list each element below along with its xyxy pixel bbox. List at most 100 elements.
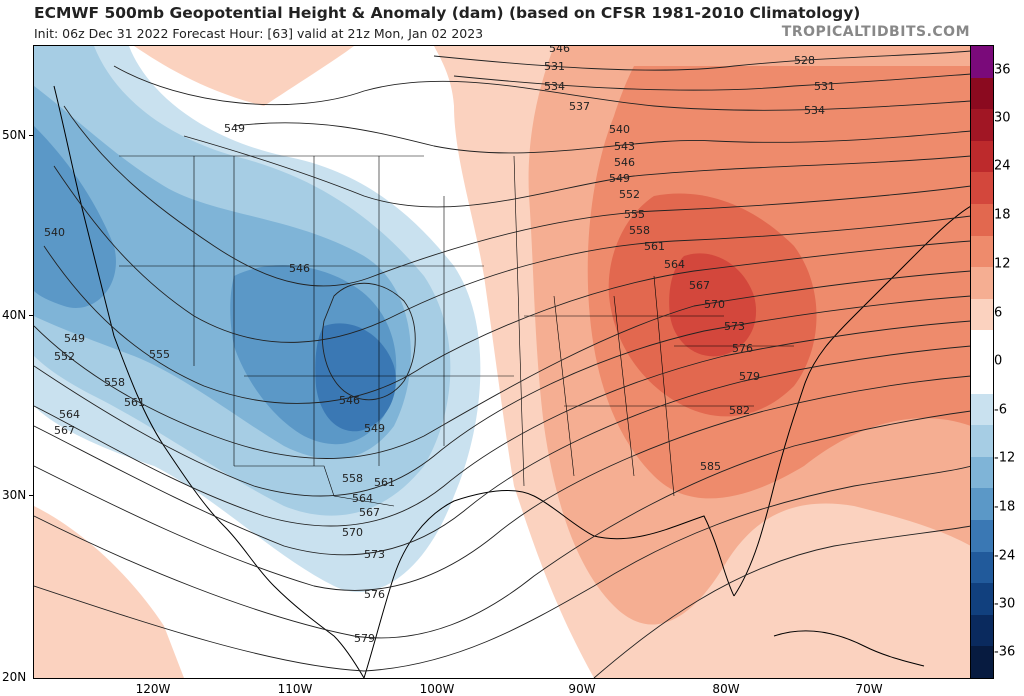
- contour-label: 534: [804, 104, 825, 117]
- lon-label-80w: 80W: [712, 682, 740, 696]
- colorbar-segment: [971, 77, 993, 110]
- contour-label: 546: [289, 262, 310, 275]
- colorbar-segment: [971, 109, 993, 141]
- colorbar-segment: [971, 456, 993, 489]
- contour-label: 546: [614, 156, 635, 169]
- contour-labels: 528 531 531 534 534 537 540 540 543 546 …: [44, 46, 835, 645]
- contour-label: 567: [689, 279, 710, 292]
- contour-label: 555: [624, 208, 645, 221]
- contour-label: 549: [64, 332, 85, 345]
- lat-tick: [29, 135, 33, 136]
- contour-label: 561: [644, 240, 665, 253]
- lon-label-70w: 70W: [855, 682, 883, 696]
- contour-label: 555: [149, 348, 170, 361]
- colorbar-segment: [971, 46, 993, 78]
- contour-label: 534: [544, 80, 565, 93]
- colorbar-segment: [971, 393, 993, 426]
- contour-label: 570: [342, 526, 363, 539]
- lat-label-20n: 20N: [2, 670, 27, 684]
- colorbar-segment: [971, 646, 993, 678]
- contour-label: 552: [619, 188, 640, 201]
- weather-map: 528 531 531 534 534 537 540 540 543 546 …: [33, 45, 972, 679]
- lat-tick: [29, 495, 33, 496]
- colorbar-tick: 6: [994, 305, 1003, 321]
- lat-label-50n: 50N: [2, 128, 27, 142]
- colorbar-tick: 36: [994, 62, 1011, 78]
- colorbar-segment: [971, 172, 993, 204]
- contour-label: 549: [224, 122, 245, 135]
- colorbar-segment: [971, 267, 993, 299]
- contour-label: 546: [339, 394, 360, 407]
- colorbar-segment: [971, 614, 993, 647]
- colorbar-segment: [971, 519, 993, 552]
- colorbar-tick: -36: [994, 644, 1016, 660]
- contour-label: 549: [609, 172, 630, 185]
- map-canvas: 528 531 531 534 534 537 540 540 543 546 …: [34, 46, 971, 678]
- contour-label: 558: [104, 376, 125, 389]
- colorbar-tick: -18: [994, 499, 1016, 515]
- lon-label-120w: 120W: [135, 682, 171, 696]
- colorbar-tick: 24: [994, 158, 1011, 174]
- brand-watermark: TROPICALTIDBITS.COM: [781, 24, 970, 40]
- contour-label: 564: [352, 492, 373, 505]
- colorbar-segment: [971, 235, 993, 268]
- colorbar-segment: [971, 551, 993, 584]
- contour-label: 543: [614, 140, 635, 153]
- contour-label: 576: [364, 588, 385, 601]
- contour-label: 570: [704, 298, 725, 311]
- colorbar-tick: -6: [994, 402, 1007, 418]
- colorbar-tick: 30: [994, 110, 1011, 126]
- contour-label: 585: [700, 460, 721, 473]
- contour-label: 564: [59, 408, 80, 421]
- contour-label: 558: [342, 472, 363, 485]
- contour-label: 537: [569, 100, 590, 113]
- contour-label: 573: [364, 548, 385, 561]
- colorbar-tick: 12: [994, 256, 1011, 272]
- lon-label-100w: 100W: [419, 682, 455, 696]
- lat-label-40n: 40N: [2, 308, 27, 322]
- coastlines: [53, 85, 971, 678]
- colorbar-segment: [971, 488, 993, 520]
- colorbar-tick: -12: [994, 450, 1016, 466]
- lon-label-110w: 110W: [277, 682, 313, 696]
- contour-label: 549: [364, 422, 385, 435]
- contour-label: 579: [739, 370, 760, 383]
- contour-label: 576: [732, 342, 753, 355]
- contour-label: 582: [729, 404, 750, 417]
- contour-label: 531: [814, 80, 835, 93]
- colorbar-tick: 0: [994, 353, 1003, 369]
- colorbar-segment: [971, 298, 993, 331]
- contour-label: 564: [664, 258, 685, 271]
- colorbar-ticks: 36 30 24 18 12 6 0 -6 -12 -18 -24 -30 -3…: [994, 45, 1024, 677]
- colorbar-tick: -30: [994, 596, 1016, 612]
- contour-label: 579: [354, 632, 375, 645]
- contour-label: 528: [794, 54, 815, 67]
- colorbar-tick: -24: [994, 548, 1016, 564]
- anomaly-colorbar: [970, 45, 994, 679]
- map-subtitle: Init: 06z Dec 31 2022 Forecast Hour: [63…: [34, 26, 484, 41]
- contour-label: 567: [54, 424, 75, 437]
- contour-label: 558: [629, 224, 650, 237]
- contour-label: 531: [544, 60, 565, 73]
- lon-label-90w: 90W: [568, 682, 596, 696]
- colorbar-segment: [971, 203, 993, 236]
- lat-label-30n: 30N: [2, 488, 27, 502]
- contour-label: 561: [124, 396, 145, 409]
- contour-label: 567: [359, 506, 380, 519]
- contour-label: 540: [609, 123, 630, 136]
- height-contours: [34, 50, 971, 678]
- contour-label: 552: [54, 350, 75, 363]
- lat-tick: [29, 315, 33, 316]
- negative-anomaly-shading: [34, 46, 481, 592]
- contour-label: 561: [374, 476, 395, 489]
- political-borders: [119, 155, 794, 507]
- positive-anomaly-shading: [34, 46, 971, 678]
- colorbar-segment: [971, 140, 993, 173]
- colorbar-segment: [971, 361, 993, 394]
- map-title: ECMWF 500mb Geopotential Height & Anomal…: [34, 4, 861, 22]
- colorbar-segment: [971, 330, 993, 362]
- contour-label: 573: [724, 320, 745, 333]
- contour-label: 540: [44, 226, 65, 239]
- colorbar-segment: [971, 583, 993, 615]
- colorbar-segment: [971, 425, 993, 457]
